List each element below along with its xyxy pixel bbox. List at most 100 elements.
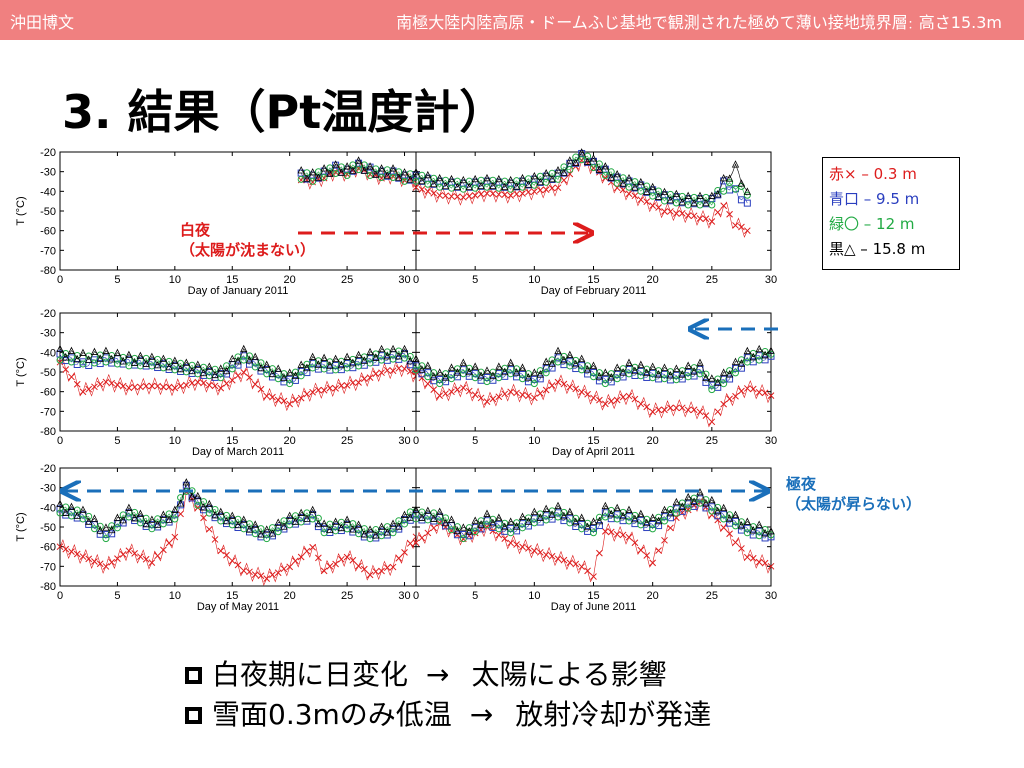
y-tick-label: -20 <box>40 147 56 159</box>
data-point-x <box>637 400 645 408</box>
data-point-triangle <box>678 370 686 378</box>
header-title-separator: ： <box>907 18 919 31</box>
data-point-x <box>332 560 339 568</box>
data-point-circle <box>436 380 444 388</box>
data-point-triangle <box>518 512 527 520</box>
data-point-x <box>430 386 438 394</box>
data-point-x <box>560 176 568 184</box>
data-point-triangle <box>495 362 503 370</box>
white-night-explanation: （太陽が沈まない） <box>180 241 316 259</box>
data-point-triangle <box>337 360 346 369</box>
data-point-triangle <box>360 166 368 174</box>
data-point-x <box>536 186 544 194</box>
data-point-triangle <box>159 510 168 518</box>
data-point-triangle <box>690 497 698 506</box>
data-point-triangle <box>542 504 550 512</box>
white-night-annotation: 白夜 （太陽が沈まない） <box>180 220 315 260</box>
data-point-triangle <box>714 507 722 515</box>
data-point-triangle <box>366 162 374 170</box>
data-point-triangle <box>731 357 740 365</box>
data-point-x <box>125 547 133 555</box>
data-point-triangle <box>589 361 598 369</box>
data-point-triangle <box>389 519 397 527</box>
x-tick-label: 15 <box>226 435 238 447</box>
header-author: 沖田博文 <box>10 13 75 32</box>
data-point-x <box>643 403 651 411</box>
data-point-x <box>56 358 64 366</box>
data-point-triangle <box>331 354 340 362</box>
data-point-x <box>412 539 420 547</box>
data-point-square <box>672 371 680 379</box>
data-point-triangle <box>554 166 562 174</box>
data-point-x <box>91 383 98 391</box>
data-point-triangle <box>649 362 657 370</box>
data-point-x <box>286 563 294 571</box>
data-point-circle <box>684 504 692 512</box>
data-point-triangle <box>702 373 710 381</box>
data-point-x <box>454 193 461 201</box>
data-point-triangle <box>731 160 740 168</box>
data-point-triangle <box>274 518 282 526</box>
data-point-triangle <box>483 173 491 182</box>
data-point-square <box>355 358 363 366</box>
data-point-triangle <box>743 346 751 355</box>
data-point-triangle <box>148 352 156 360</box>
data-point-triangle <box>524 517 533 525</box>
data-point-x <box>625 392 633 400</box>
data-point-triangle <box>542 357 550 365</box>
series-line <box>415 151 748 204</box>
data-point-x <box>309 388 316 396</box>
slide-title: 3. 結果（Pt温度計） <box>62 85 506 139</box>
data-point-triangle <box>291 371 300 380</box>
square-bullet-icon <box>185 666 202 684</box>
data-point-circle <box>767 350 775 358</box>
data-point-triangle <box>441 518 450 527</box>
data-point-x <box>234 372 242 379</box>
data-point-x <box>372 370 380 378</box>
x-tick-label: 30 <box>765 274 777 286</box>
data-point-x <box>649 202 657 209</box>
data-point-circle <box>483 183 491 191</box>
data-point-triangle <box>56 344 64 352</box>
data-point-x <box>68 373 75 381</box>
data-point-x <box>738 223 745 231</box>
data-point-circle <box>332 170 340 178</box>
data-point-triangle <box>418 365 426 373</box>
data-point-circle <box>90 525 98 533</box>
data-point-triangle <box>613 363 621 371</box>
data-point-x <box>395 364 403 372</box>
data-point-x <box>714 208 722 216</box>
x-tick-label: 5 <box>114 435 120 447</box>
data-point-triangle <box>643 187 651 195</box>
data-point-x <box>625 533 633 541</box>
data-point-triangle <box>459 523 467 531</box>
x-tick-label: 0 <box>57 590 63 602</box>
data-point-circle <box>274 375 282 383</box>
data-point-triangle <box>536 177 544 186</box>
data-point-circle <box>578 156 586 164</box>
data-point-x <box>286 400 294 408</box>
data-point-circle <box>332 366 340 374</box>
data-point-square <box>548 364 556 372</box>
data-point-triangle <box>660 363 669 371</box>
data-point-triangle <box>436 173 444 182</box>
data-point-triangle <box>666 509 675 517</box>
data-point-triangle <box>477 181 485 190</box>
data-point-triangle <box>560 356 568 364</box>
data-point-triangle <box>566 507 574 515</box>
data-point-x <box>542 186 550 193</box>
data-point-circle <box>613 179 621 187</box>
data-point-circle <box>320 365 328 373</box>
data-point-x <box>625 190 633 198</box>
data-point-x <box>471 391 479 399</box>
data-point-triangle <box>512 182 521 190</box>
data-point-square <box>743 354 751 362</box>
data-point-triangle <box>690 198 698 207</box>
x-tick-label: 20 <box>647 590 659 602</box>
data-point-x <box>767 392 775 399</box>
data-point-x <box>436 392 444 400</box>
x-tick-label: 5 <box>114 590 120 602</box>
data-point-triangle <box>176 499 185 507</box>
data-point-triangle <box>176 364 185 373</box>
data-point-x <box>631 539 639 547</box>
